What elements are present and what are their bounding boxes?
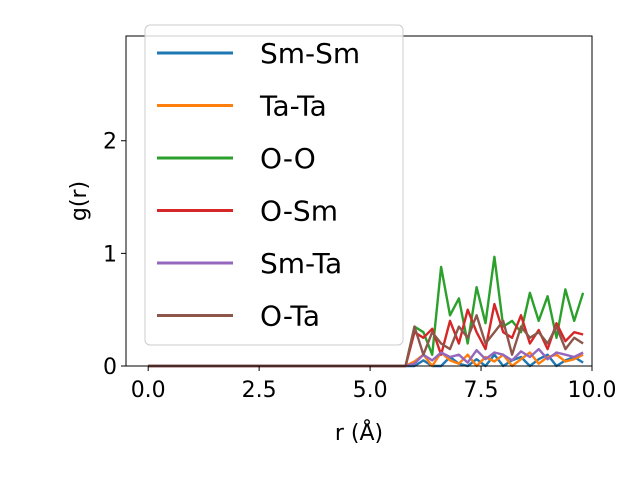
legend-label-sm-sm: Sm-Sm bbox=[260, 37, 360, 70]
y-tick-label: 1 bbox=[103, 242, 117, 267]
legend: Sm-Sm Ta-Ta O-O O-Sm Sm-Ta O-Ta bbox=[144, 24, 404, 346]
legend-label-sm-ta: Sm-Ta bbox=[260, 247, 342, 280]
legend-label-o-o: O-O bbox=[260, 142, 316, 175]
x-axis-label: r (Å) bbox=[335, 419, 383, 446]
x-tick-label: 2.5 bbox=[242, 378, 277, 403]
y-axis: 0 1 2 bbox=[103, 130, 126, 380]
x-tick-label: 5.0 bbox=[353, 378, 388, 403]
x-tick-label: 7.5 bbox=[464, 378, 499, 403]
legend-label-o-ta: O-Ta bbox=[260, 300, 320, 333]
legend-label-o-sm: O-Sm bbox=[260, 195, 338, 228]
legend-label-ta-ta: Ta-Ta bbox=[259, 90, 327, 123]
y-tick-label: 2 bbox=[103, 130, 117, 155]
legend-box bbox=[144, 24, 404, 346]
y-tick-label: 0 bbox=[103, 355, 117, 380]
y-axis-label: g(r) bbox=[67, 181, 92, 221]
x-axis: 0.0 2.5 5.0 7.5 10.0 bbox=[131, 366, 617, 403]
x-tick-label: 10.0 bbox=[568, 378, 617, 403]
x-tick-label: 0.0 bbox=[131, 378, 166, 403]
